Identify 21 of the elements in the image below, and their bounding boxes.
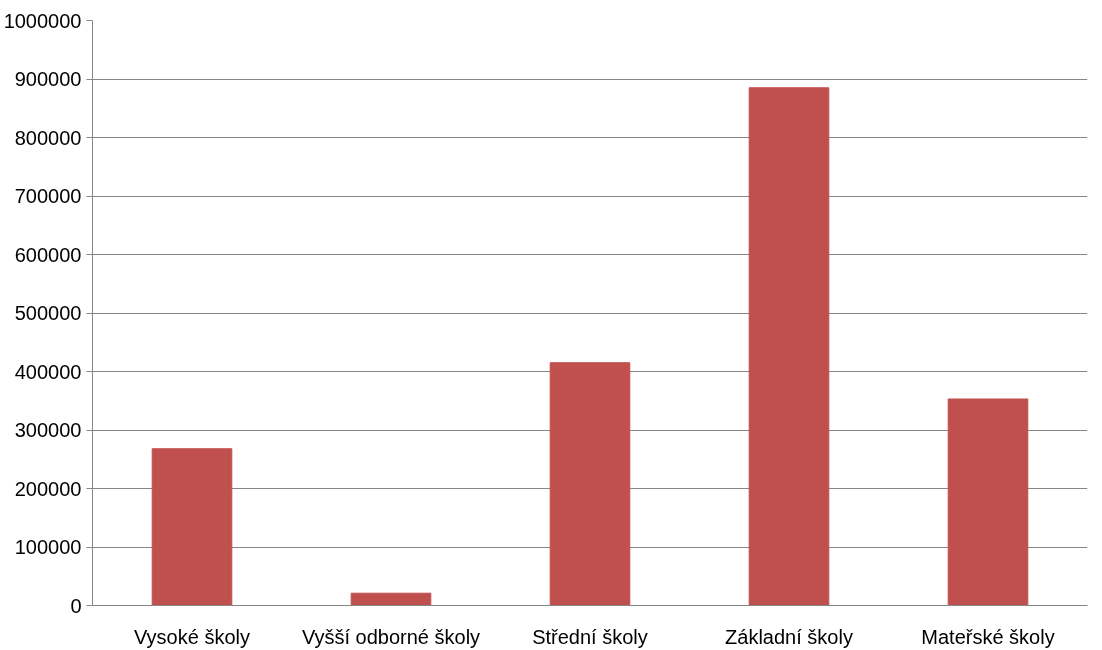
- y-tick-label: 900000: [14, 68, 82, 90]
- x-tick-label: Mateřské školy: [921, 625, 1055, 648]
- bar: [947, 398, 1029, 606]
- x-tick-label: Základní školy: [725, 625, 853, 648]
- x-tick-label: Střední školy: [532, 625, 648, 648]
- y-tick-label: 500000: [14, 302, 82, 324]
- y-tick-label: 800000: [14, 126, 82, 149]
- y-tick-label: 400000: [14, 360, 82, 383]
- y-tick-label: 200000: [14, 477, 82, 500]
- bar: [748, 87, 830, 606]
- x-tick-label: Vyšší odborné školy: [301, 625, 481, 648]
- x-tick-label: Vysoké školy: [134, 625, 250, 648]
- y-tick-label: 600000: [14, 243, 82, 266]
- y-tick-label: 1000000: [3, 9, 82, 32]
- bar: [350, 592, 432, 606]
- y-tick-label: 0: [70, 594, 82, 617]
- y-tick-label: 700000: [14, 185, 82, 207]
- y-tick-label: 100000: [14, 536, 82, 558]
- bar: [151, 448, 233, 606]
- bar: [549, 362, 631, 606]
- y-tick-label: 300000: [14, 419, 82, 441]
